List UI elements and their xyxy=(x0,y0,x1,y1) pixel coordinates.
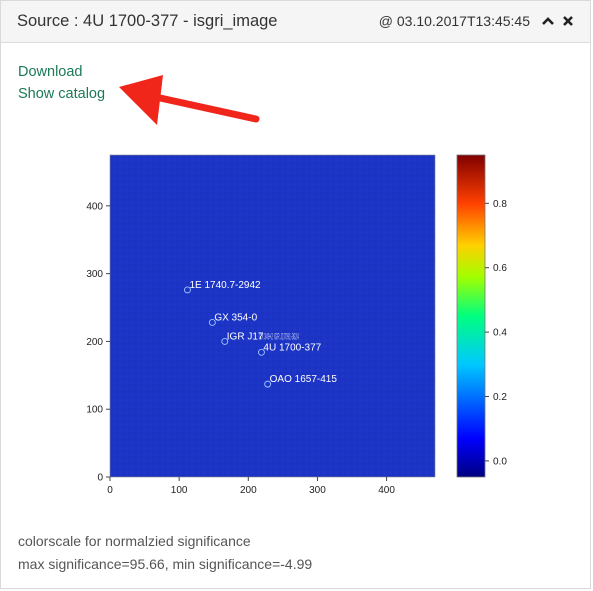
y-tick-label: 0 xyxy=(97,473,103,484)
caption-line-2: max significance=95.66, min significance… xyxy=(18,556,313,572)
panel-links: Download Show catalog xyxy=(18,61,105,105)
x-axis: 0 100 200 300 400 xyxy=(107,477,395,496)
significance-image-plot: 0 100 200 300 400 0 100 200 300 400 1E 1740.7-29… xyxy=(71,141,511,503)
plot-caption: colorscale for normalzied significance m… xyxy=(18,530,312,576)
panel-title: Source : 4U 1700-377 - isgri_image xyxy=(17,12,278,30)
source-marker xyxy=(264,380,272,388)
chevron-up-icon xyxy=(542,17,554,25)
colorbar-tick-label: 0.8 xyxy=(493,199,507,210)
y-axis: 0 100 200 300 400 xyxy=(86,201,110,484)
panel-header: Source : 4U 1700-377 - isgri_image @ 03.… xyxy=(1,1,590,43)
colorbar-tick-label: 0.4 xyxy=(493,328,507,339)
overlap-source-label: GX 349+2 IGR J17091-3624 xyxy=(259,331,299,342)
source-label: IGR J17 xyxy=(227,331,264,342)
heatmap-area xyxy=(109,154,436,478)
source-marker xyxy=(257,348,265,356)
show-catalog-link[interactable]: Show catalog xyxy=(18,86,106,102)
close-button[interactable] xyxy=(560,11,576,31)
x-tick-label: 200 xyxy=(240,485,257,496)
source-label: 4U 1700-377 xyxy=(263,342,321,353)
source-label: GX 354-0 xyxy=(214,312,257,323)
source-marker xyxy=(221,337,229,345)
caption-line-1: colorscale for normalzied significance xyxy=(18,533,251,549)
colorbar-ticks: 0.0 0.2 0.4 0.6 0.8 xyxy=(485,199,507,467)
colorbar-tick-label: 0.0 xyxy=(493,456,507,467)
heatmap-svg: 0 100 200 300 400 0 100 200 300 400 1E 1740.7-29… xyxy=(86,154,507,496)
colorbar xyxy=(456,154,486,478)
x-tick-label: 400 xyxy=(378,485,395,496)
source-label: OAO 1657-415 xyxy=(270,374,338,385)
panel-timestamp: @ 03.10.2017T13:45:45 xyxy=(378,13,530,29)
close-icon xyxy=(563,16,573,26)
source-label: 1E 1740.7-2942 xyxy=(189,280,261,291)
colorbar-tick-label: 0.2 xyxy=(493,392,507,403)
source-marker xyxy=(183,286,191,294)
red-arrow-icon xyxy=(119,75,260,125)
collapse-button[interactable] xyxy=(540,11,556,31)
y-tick-label: 400 xyxy=(86,201,103,212)
download-link[interactable]: Download xyxy=(18,64,83,80)
x-tick-label: 0 xyxy=(107,485,113,496)
x-tick-label: 300 xyxy=(309,485,326,496)
source-marker xyxy=(208,318,216,326)
y-tick-label: 100 xyxy=(86,405,103,416)
x-tick-label: 100 xyxy=(171,485,188,496)
y-tick-label: 200 xyxy=(86,337,103,348)
y-tick-label: 300 xyxy=(86,269,103,280)
colorbar-tick-label: 0.6 xyxy=(493,263,507,274)
